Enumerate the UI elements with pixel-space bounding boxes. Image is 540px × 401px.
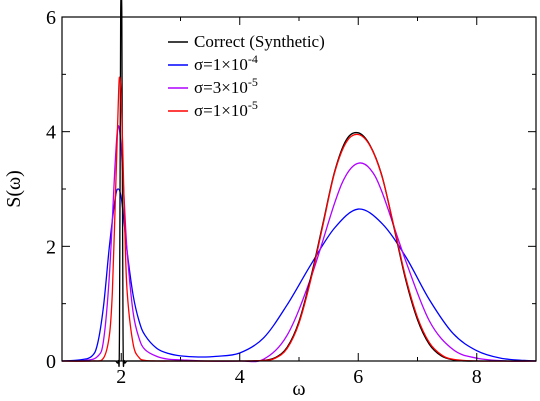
legend-label-2: σ=3×10-5: [194, 75, 258, 97]
legend: Correct (Synthetic)σ=1×10-4σ=3×10-5σ=1×1…: [168, 32, 325, 120]
legend-label-3: σ=1×10-5: [194, 98, 258, 120]
legend-label-0: Correct (Synthetic): [194, 32, 325, 51]
y-tick-label: 4: [46, 122, 56, 144]
y-tick-label: 0: [46, 351, 56, 373]
x-tick-label: 2: [116, 366, 126, 388]
x-tick-label: 8: [472, 366, 482, 388]
legend-label-1: σ=1×10-4: [194, 52, 258, 74]
x-axis-label: ω: [292, 378, 305, 400]
plot-area: [62, 17, 536, 361]
y-tick-label: 2: [46, 236, 56, 258]
tick-layer: 2 4 6 8 0 2 4 6: [46, 7, 537, 388]
x-tick-label: 6: [353, 366, 363, 388]
x-tick-label: 4: [235, 366, 245, 388]
y-tick-label: 6: [46, 7, 56, 29]
y-axis-label: S(ω): [3, 170, 25, 208]
